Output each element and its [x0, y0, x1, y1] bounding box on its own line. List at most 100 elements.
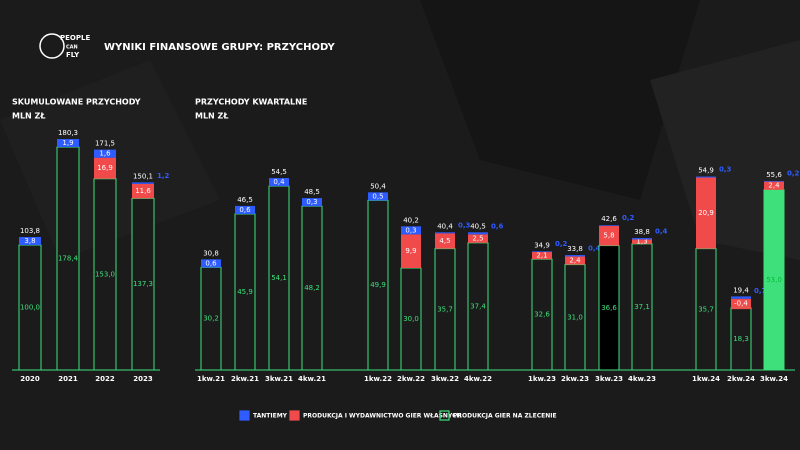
x-tick-label: 2kw.23 — [561, 375, 589, 383]
total-label: 34,9 — [534, 241, 550, 249]
segment-label: 0,3 — [405, 226, 416, 234]
x-tick-label: 3kw.22 — [431, 375, 459, 383]
segment-label: 1,3 — [636, 238, 647, 246]
total-label: 171,5 — [95, 140, 115, 148]
segment-label: 0,6 — [239, 206, 251, 214]
bar-segment — [565, 256, 585, 265]
total-label: 103,8 — [20, 227, 40, 235]
total-label: 40,2 — [403, 216, 419, 224]
segment-label: 0,3 — [458, 221, 471, 229]
segment-label: 32,6 — [534, 311, 550, 319]
total-label: 54,5 — [271, 168, 287, 176]
segment-label: 30,2 — [203, 315, 219, 323]
segment-label: 4,5 — [439, 237, 450, 245]
x-tick-label: 1kw.21 — [197, 375, 225, 383]
chart-unit: MLN ZŁ — [195, 112, 228, 121]
x-tick-label: 2kw.24 — [727, 375, 755, 383]
segment-label: 0,7 — [754, 287, 767, 295]
segment-label: 0,4 — [588, 244, 601, 252]
segment-label: 0,2 — [622, 214, 635, 222]
bar-segment — [435, 233, 455, 249]
segment-label: 2,1 — [536, 252, 547, 260]
logo: PEOPLE CAN FLY — [39, 33, 90, 59]
chart-title: PRZYCHODY KWARTALNE — [195, 98, 307, 107]
total-label: 38,8 — [634, 228, 650, 236]
segment-label: 2,4 — [569, 257, 581, 265]
segment-label: 3,8 — [24, 237, 35, 245]
bar-segment — [468, 234, 488, 243]
segment-label: 0,3 — [719, 166, 732, 174]
segment-label: 45,9 — [237, 288, 253, 296]
segment-label: 35,7 — [437, 305, 453, 313]
legend-swatch — [239, 410, 250, 421]
total-label: 46,5 — [237, 196, 253, 204]
x-tick-label: 4kw.22 — [464, 375, 492, 383]
total-label: 40,4 — [437, 222, 453, 230]
label-box — [94, 149, 116, 158]
segment-label: 9,9 — [405, 247, 416, 255]
segment-label: 153,0 — [95, 270, 115, 278]
segment-label: 11,6 — [135, 187, 151, 195]
segment-label: 16,9 — [97, 164, 113, 172]
x-tick-label: 3kw.21 — [265, 375, 293, 383]
segment-label: 53,0 — [766, 276, 782, 284]
x-tick-label: 3kw.23 — [595, 375, 623, 383]
segment-label: 2,4 — [768, 182, 780, 190]
bar-segment — [764, 181, 784, 190]
x-tick-label: 3kw.24 — [760, 375, 788, 383]
total-label: 30,8 — [203, 249, 219, 257]
segment-label: 20,9 — [698, 209, 714, 217]
legend-label: TANTIEMY — [253, 413, 288, 420]
label-box — [269, 178, 289, 187]
x-tick-label: 2020 — [20, 375, 40, 383]
segment-label: 2,5 — [472, 235, 483, 243]
segment-label: 0,2 — [555, 240, 568, 248]
slide-title: WYNIKI FINANSOWE GRUPY: PRZYCHODY — [104, 42, 336, 53]
bar-segment — [401, 234, 421, 268]
segment-label: 178,4 — [58, 255, 79, 263]
bar-segment — [435, 232, 455, 234]
label-box — [201, 259, 221, 268]
x-tick-label: 2kw.22 — [397, 375, 425, 383]
x-tick-label: 1kw.23 — [528, 375, 556, 383]
bar-segment — [731, 296, 751, 299]
logo-mark — [39, 33, 65, 59]
segment-label: 35,7 — [698, 305, 714, 313]
segment-label: 37,1 — [634, 303, 650, 311]
segment-label: 48,2 — [304, 284, 320, 292]
segment-label: 0,6 — [491, 222, 504, 230]
segment-label: 37,4 — [470, 302, 486, 310]
segment-label: 1,9 — [62, 139, 73, 147]
bg-shape — [420, 0, 700, 200]
segment-label: -0,4 — [734, 299, 748, 307]
label-box — [302, 198, 322, 207]
total-label: 40,5 — [470, 222, 486, 230]
chart-title: SKUMULOWANE PRZYCHODY — [12, 98, 141, 107]
bar-segment — [599, 225, 619, 226]
total-label: 42,6 — [601, 215, 617, 223]
bar-segment — [532, 251, 552, 253]
x-tick-label: 1kw.22 — [364, 375, 392, 383]
total-label: 55,6 — [766, 171, 782, 179]
x-tick-label: 1kw.24 — [692, 375, 720, 383]
total-label: 33,8 — [567, 245, 583, 253]
bar-segment — [94, 157, 116, 179]
legend-label: PRODUKCJA GIER NA ZLECENIE — [453, 413, 557, 420]
bar-segment — [468, 232, 488, 235]
label-box — [235, 205, 255, 214]
segment-label: 5,8 — [603, 232, 614, 240]
total-label: 150,1 — [133, 172, 153, 180]
segment-label: 54,1 — [271, 274, 287, 282]
segment-label: 36,6 — [601, 304, 617, 312]
bar-segment — [764, 180, 784, 182]
label-box — [731, 298, 751, 308]
label-box — [401, 226, 421, 235]
bar-segment — [599, 225, 619, 246]
bar-segment — [731, 307, 751, 310]
bar-segment — [532, 252, 552, 260]
total-label: 54,9 — [698, 167, 714, 175]
segment-label: 31,0 — [567, 313, 583, 321]
segment-label: 0,4 — [273, 178, 285, 186]
segment-label: 137,3 — [133, 280, 153, 288]
